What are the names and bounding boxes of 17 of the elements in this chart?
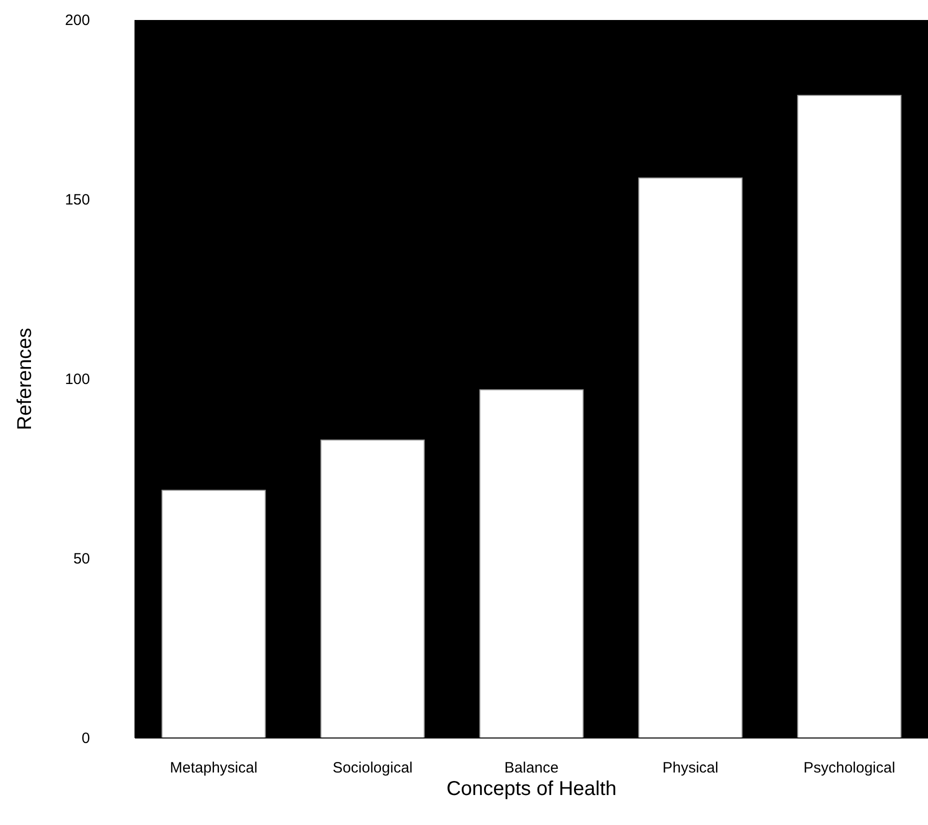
bar [797, 94, 902, 738]
x-tick-label: Metaphysical [170, 760, 258, 777]
y-tick-label: 200 [64, 12, 90, 29]
bar [320, 440, 425, 738]
x-tick-label: Balance [504, 760, 559, 777]
y-tick-label: 100 [64, 370, 90, 388]
y-axis-title: References [14, 328, 36, 430]
x-tick-label: Sociological [332, 760, 413, 777]
x-tick-label: Physical [662, 760, 718, 777]
x-tick-label: Psychological [803, 760, 896, 777]
bar [479, 389, 584, 738]
bar [162, 490, 266, 738]
x-axis-title: Concepts of Health [446, 778, 617, 800]
y-tick-label: 50 [73, 550, 90, 568]
bar [638, 177, 743, 738]
y-tick-label: 150 [64, 191, 90, 208]
y-tick-label: 0 [82, 730, 90, 747]
